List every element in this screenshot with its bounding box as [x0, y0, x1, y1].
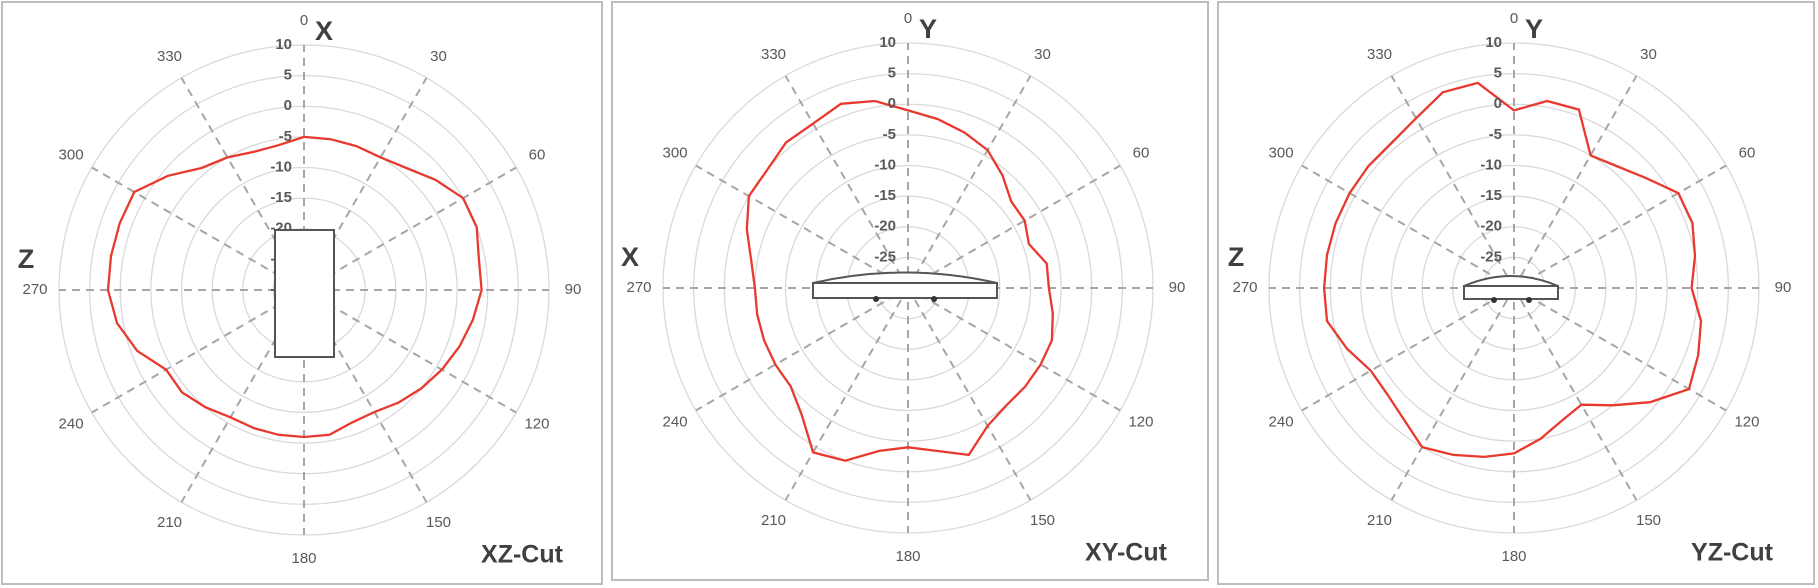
r-tick-label: 0 [1494, 95, 1502, 112]
angle-label: 90 [1775, 279, 1792, 296]
angle-label: 150 [1636, 512, 1661, 529]
r-tick-label: -15 [874, 187, 896, 204]
angle-label: 330 [157, 48, 182, 65]
r-tick-label: -20 [874, 218, 896, 235]
grid-ring [180, 166, 428, 414]
axis-label-left: Z [18, 244, 35, 274]
axis-label-top: Y [919, 14, 937, 44]
r-tick-label: -5 [883, 126, 896, 143]
angle-label: 150 [1030, 512, 1055, 529]
device-dome [812, 271, 998, 284]
r-tick-label: -5 [1489, 126, 1502, 143]
angle-label: 210 [1367, 512, 1392, 529]
angle-label: 30 [1034, 46, 1051, 63]
angle-label: 300 [59, 146, 84, 163]
axis-label-top: Y [1525, 14, 1543, 44]
angle-label: 180 [895, 548, 920, 565]
device-box [812, 282, 998, 299]
r-tick-label: 0 [888, 95, 896, 112]
angle-label: 330 [761, 46, 786, 63]
axis-label-top: X [315, 16, 333, 46]
angle-label: 180 [291, 550, 316, 567]
axis-label-left: Z [1228, 242, 1245, 272]
angle-label: 60 [529, 146, 546, 163]
angle-label: 210 [761, 512, 786, 529]
device-foot [1491, 297, 1497, 303]
angle-label: 180 [1501, 548, 1526, 565]
r-tick-label: -10 [1480, 156, 1502, 173]
device-yz [1463, 275, 1559, 303]
grid-ring [1360, 134, 1668, 442]
cut-label: XZ-Cut [481, 541, 564, 569]
angle-label: 60 [1133, 144, 1150, 161]
angle-label: 30 [430, 48, 447, 65]
angle-label: 330 [1367, 46, 1392, 63]
pattern-line [1322, 81, 1703, 459]
angle-label: 30 [1640, 46, 1657, 63]
r-tick-label: 5 [888, 65, 896, 82]
r-tick-label: 0 [284, 97, 292, 114]
device-foot [1526, 297, 1532, 303]
r-tick-label: -20 [1480, 218, 1502, 235]
angle-label: 90 [565, 281, 582, 298]
device-xy [812, 271, 998, 302]
device-box [274, 229, 335, 358]
cut-label: YZ-Cut [1691, 539, 1774, 567]
angle-label: 120 [524, 415, 549, 432]
r-tick-label: 10 [879, 34, 896, 51]
angle-label: 240 [663, 413, 688, 430]
axis-label-left: X [621, 242, 639, 272]
grid-ring [784, 164, 1032, 412]
device-xz [274, 229, 335, 358]
r-tick-label: -5 [279, 128, 292, 145]
pattern-line [106, 135, 483, 439]
angle-label: 300 [1269, 144, 1294, 161]
device-foot [873, 296, 879, 302]
angle-label: 210 [157, 514, 182, 531]
r-tick-label: -10 [270, 158, 292, 175]
angle-label: 270 [1232, 279, 1257, 296]
angle-label: 120 [1128, 413, 1153, 430]
r-tick-label: 5 [1494, 65, 1502, 82]
device-box [1463, 285, 1559, 300]
angle-label: 270 [626, 279, 651, 296]
angle-label: 0 [1510, 10, 1518, 27]
r-tick-label: -10 [874, 156, 896, 173]
angle-label: 150 [426, 514, 451, 531]
angle-label: 0 [300, 12, 308, 29]
r-tick-label: -15 [1480, 187, 1502, 204]
angle-label: 240 [1269, 413, 1294, 430]
r-tick-label: -25 [1480, 248, 1502, 265]
grid-ring [1390, 164, 1638, 412]
pattern-line [745, 99, 1054, 462]
device-foot [931, 296, 937, 302]
r-tick-label: 5 [284, 67, 292, 84]
r-tick-label: 10 [1485, 34, 1502, 51]
angle-label: 300 [663, 144, 688, 161]
angle-label: 240 [59, 415, 84, 432]
r-tick-label: -15 [270, 189, 292, 206]
cut-label: XY-Cut [1085, 539, 1168, 567]
angle-label: 0 [904, 10, 912, 27]
angle-label: 270 [22, 281, 47, 298]
angle-label: 90 [1169, 279, 1186, 296]
angle-label: 120 [1734, 413, 1759, 430]
r-tick-label: -25 [874, 248, 896, 265]
angle-label: 60 [1739, 144, 1756, 161]
r-tick-label: 10 [275, 36, 292, 53]
